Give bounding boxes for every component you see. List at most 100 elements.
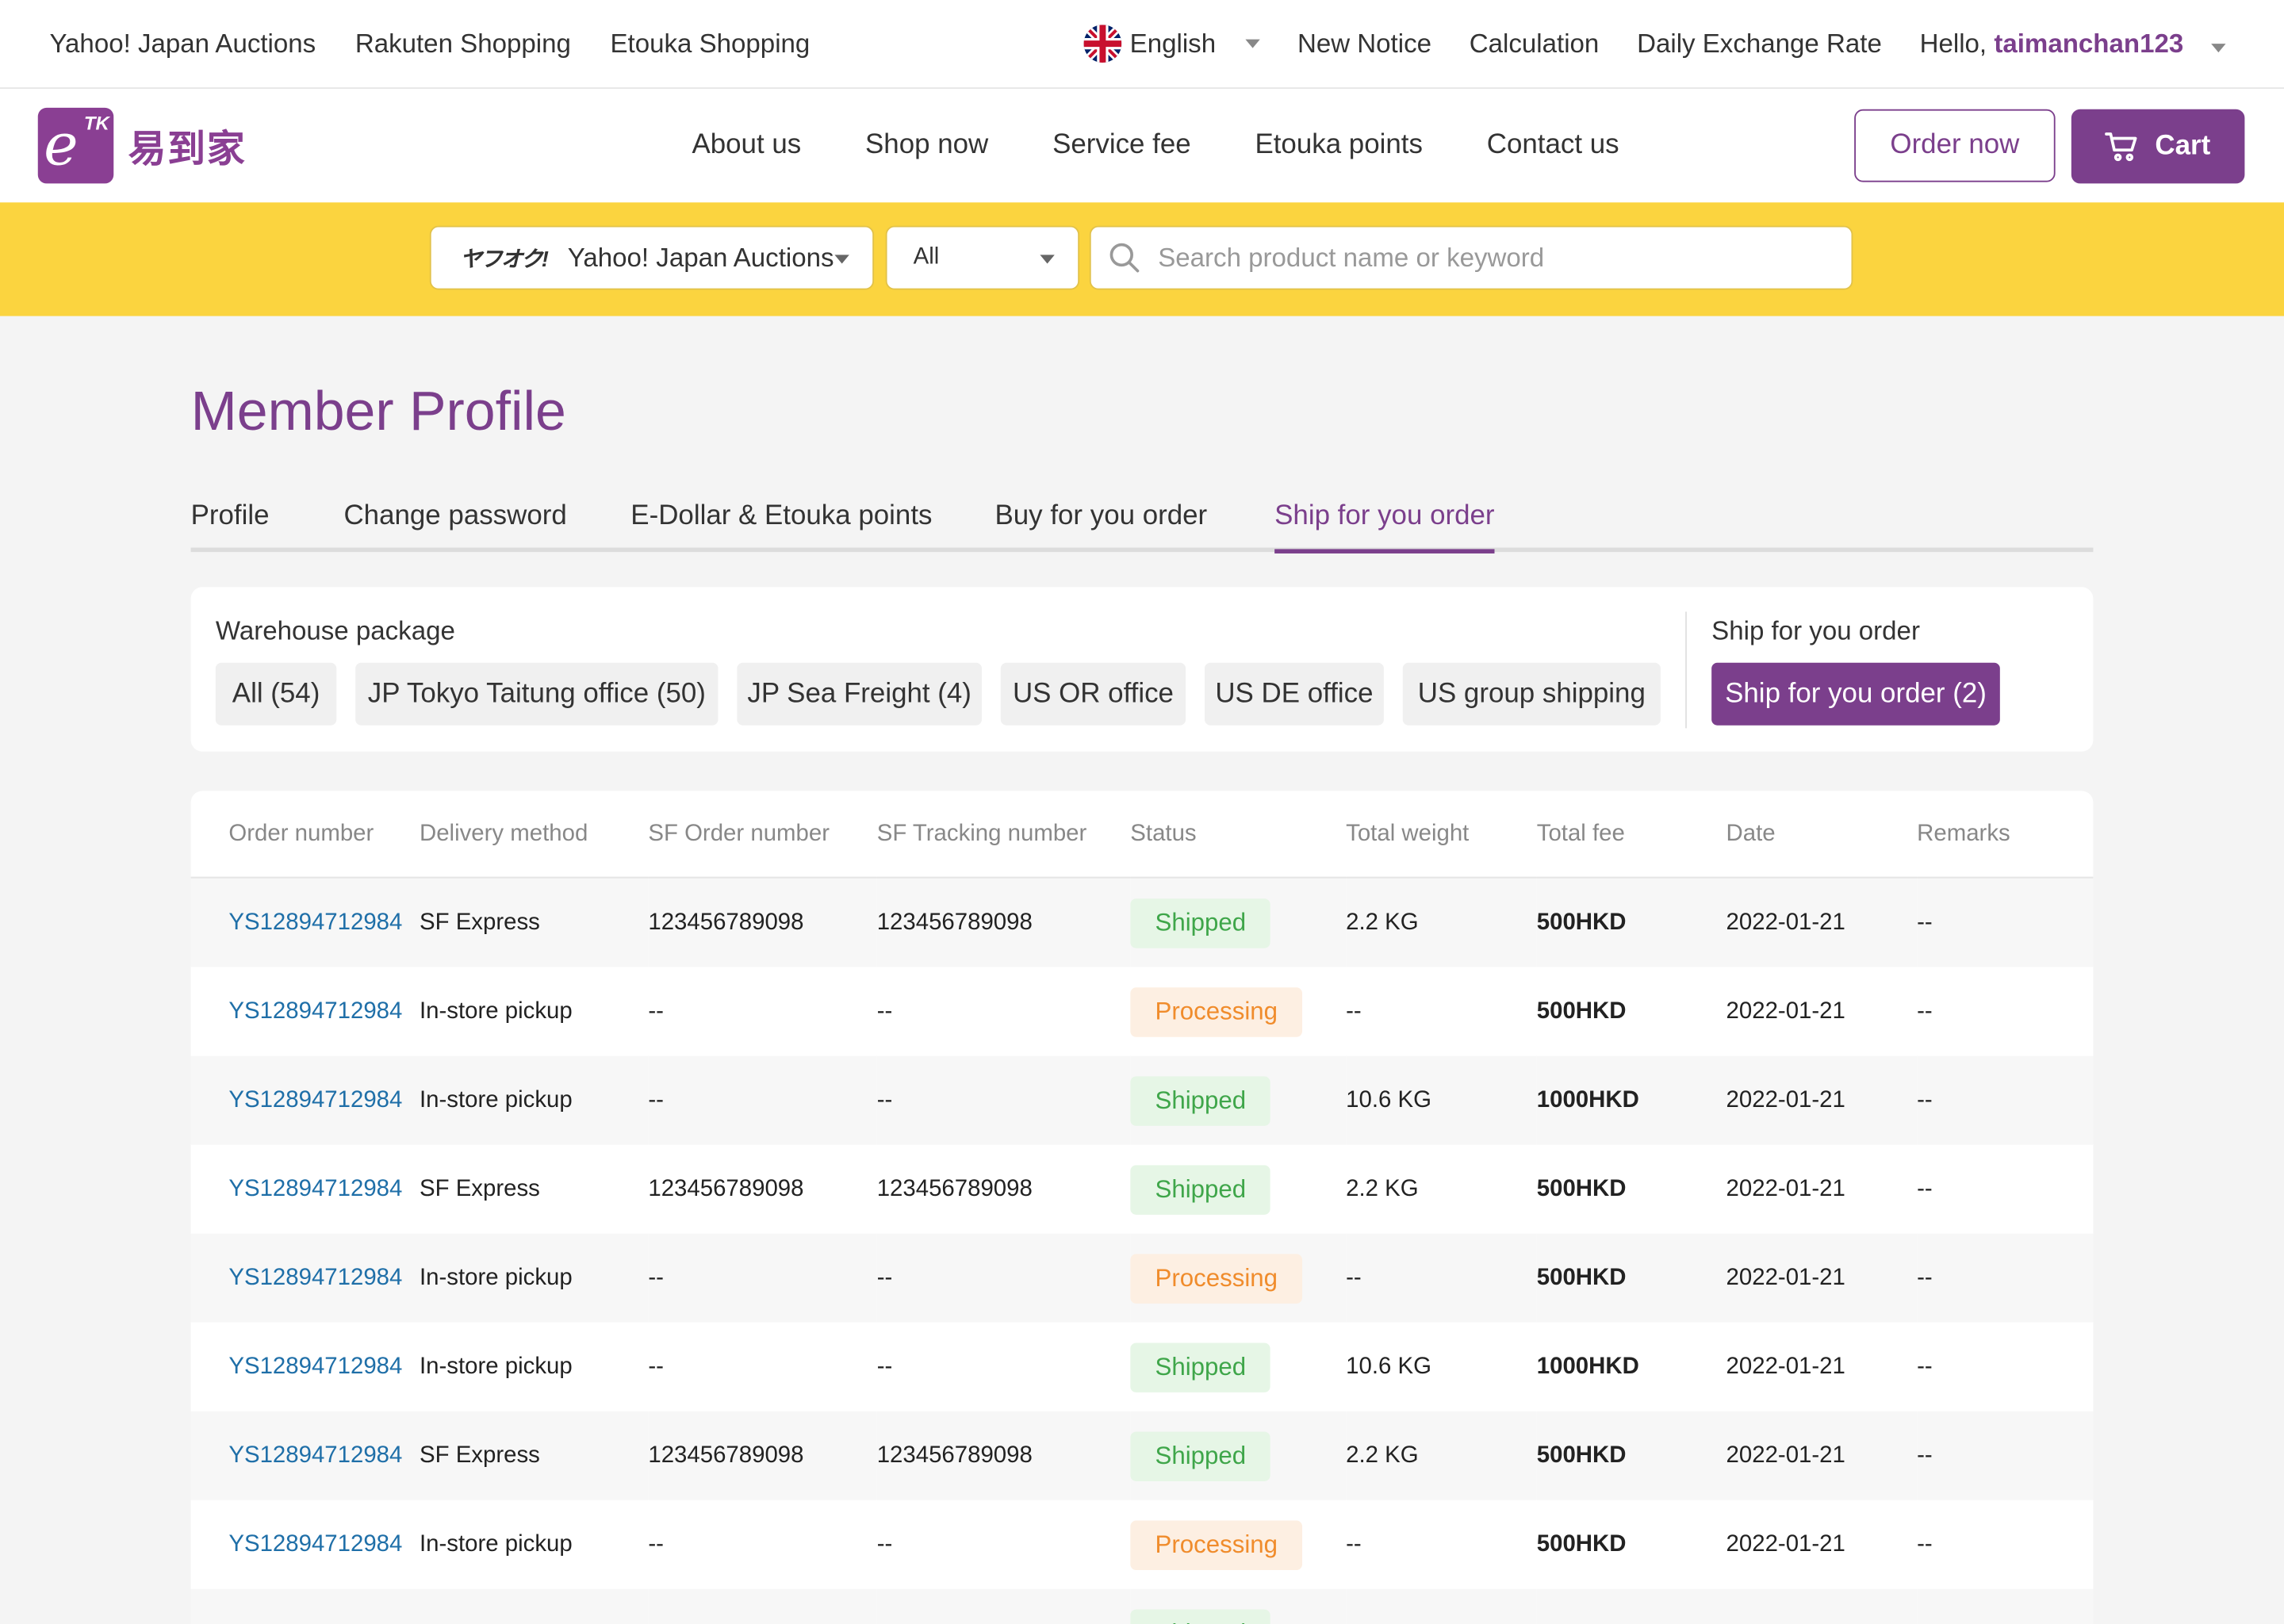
order-number-link[interactable]: YS12894712984 [228, 998, 403, 1024]
chip-us-or[interactable]: US OR office [1000, 662, 1186, 726]
search-box[interactable] [1089, 225, 1853, 290]
table-row[interactable]: YS12894712984 In-store pickup -- -- Shipped 1… [190, 1322, 2094, 1411]
user-menu[interactable]: Hello, taimanchan123 [1920, 29, 2226, 59]
etouka-logo[interactable]: e TK 易到家 [37, 107, 247, 184]
cell-sf-order-number: -- [648, 1500, 877, 1589]
order-number-link[interactable]: YS12894712984 [228, 1531, 403, 1557]
table-row[interactable]: YS12894712984 In-store pickup -- -- Shipped 1… [190, 1055, 2094, 1145]
status-badge: Shipped [1130, 1075, 1271, 1125]
cell-status: Processing [1130, 1233, 1347, 1323]
col-delivery-method: Delivery method [419, 791, 649, 879]
logo-mark: e TK [37, 107, 114, 184]
tab-buy-for-you-order[interactable]: Buy for you order [994, 500, 1208, 532]
cell-delivery-method [419, 1588, 649, 1624]
sf-tracking-number-value: -- [876, 998, 893, 1024]
cell-total-weight: -- [1346, 1233, 1537, 1323]
cell-total-fee: 500HKD [1536, 1144, 1726, 1234]
table-row[interactable]: YS12894712984 SF Express 123456789098 12345… [190, 1411, 2094, 1500]
orders-table-card: Order number Delivery method SF Order nu… [190, 791, 2094, 1624]
delivery-method-value: SF Express [419, 1176, 540, 1201]
top-link-exchange-rate[interactable]: Daily Exchange Rate [1637, 28, 1882, 58]
tab-edollar-points[interactable]: E-Dollar & Etouka points [630, 500, 933, 532]
top-link-etouka[interactable]: Etouka Shopping [610, 28, 811, 58]
total-fee-value: 500HKD [1536, 1442, 1627, 1468]
sf-order-number-value: 123456789098 [648, 1176, 804, 1201]
order-number-link[interactable]: YS12894712984 [228, 910, 403, 935]
chip-all[interactable]: All (54) [215, 662, 337, 726]
chip-us-group[interactable]: US group shipping [1402, 662, 1661, 726]
cell-status: Shipped [1130, 1144, 1347, 1234]
cell-remarks: -- [1917, 1144, 2094, 1234]
cell-sf-order-number: 123456789098 [648, 1411, 877, 1500]
nav-service-fee[interactable]: Service fee [1052, 129, 1191, 161]
table-row[interactable]: Shipped [190, 1588, 2094, 1624]
filter-divider [1685, 611, 1687, 729]
status-badge: Shipped [1130, 1431, 1271, 1481]
top-link-new-notice[interactable]: New Notice [1297, 28, 1431, 58]
tab-profile[interactable]: Profile [190, 500, 270, 532]
table-row[interactable]: YS12894712984 In-store pickup -- -- Processi… [190, 1233, 2094, 1323]
nav-shop-now[interactable]: Shop now [865, 129, 989, 161]
nav-etouka-points[interactable]: Etouka points [1255, 129, 1423, 161]
total-weight-value: -- [1346, 1265, 1362, 1290]
order-number-link[interactable]: YS12894712984 [228, 1087, 403, 1113]
total-fee-value: 1000HKD [1536, 1354, 1639, 1379]
chip-jp-sea-freight[interactable]: JP Sea Freight (4) [737, 662, 982, 726]
cell-order-number: YS12894712984 [190, 1055, 420, 1145]
remarks-value: -- [1917, 1265, 1933, 1290]
cell-sf-tracking-number: -- [876, 1322, 1131, 1411]
status-badge: Shipped [1130, 898, 1271, 948]
cell-order-number: YS12894712984 [190, 1322, 420, 1411]
cell-total-weight: -- [1346, 967, 1537, 1056]
main-nav: About us Shop now Service fee Etouka poi… [692, 89, 1619, 202]
cell-sf-tracking-number [876, 1588, 1131, 1624]
cell-order-number: YS12894712984 [190, 877, 420, 967]
top-link-rakuten[interactable]: Rakuten Shopping [354, 28, 571, 58]
date-value: 2022-01-21 [1726, 910, 1845, 935]
table-row[interactable]: YS12894712984 SF Express 123456789098 12345… [190, 1144, 2094, 1234]
search-input[interactable] [1155, 240, 1817, 275]
tab-change-password[interactable]: Change password [343, 500, 567, 532]
table-row[interactable]: YS12894712984 In-store pickup -- -- Processi… [190, 967, 2094, 1056]
cell-order-number: YS12894712984 [190, 1411, 420, 1500]
orders-table: Order number Delivery method SF Order nu… [190, 791, 2094, 1624]
top-bar-right: English New Notice Calculation Daily Exc… [1083, 0, 2226, 87]
nav-about-us[interactable]: About us [692, 129, 802, 161]
category-select-value: All [913, 244, 940, 270]
delivery-method-value: In-store pickup [419, 1354, 573, 1379]
order-number-link[interactable]: YS12894712984 [228, 1442, 403, 1468]
date-value: 2022-01-21 [1726, 1531, 1845, 1557]
total-fee-value: 500HKD [1536, 1265, 1627, 1290]
cell-order-number [190, 1588, 420, 1624]
table-row[interactable]: YS12894712984 SF Express 123456789098 12345… [190, 877, 2094, 967]
chip-us-de[interactable]: US DE office [1204, 662, 1384, 726]
tab-ship-for-you-order[interactable]: Ship for you order [1274, 501, 1495, 553]
sf-order-number-value: -- [648, 1265, 664, 1290]
site-select-value: Yahoo! Japan Auctions [567, 242, 834, 272]
remarks-value: -- [1917, 1176, 1933, 1201]
delivery-method-value: In-store pickup [419, 1265, 573, 1290]
table-row[interactable]: YS12894712984 In-store pickup -- -- Processi… [190, 1500, 2094, 1589]
order-number-link[interactable]: YS12894712984 [228, 1265, 403, 1290]
site-select[interactable]: ヤフオク! Yahoo! Japan Auctions [429, 225, 875, 290]
chip-jp-tokyo[interactable]: JP Tokyo Taitung office (50) [355, 662, 719, 726]
order-now-button[interactable]: Order now [1854, 109, 2056, 182]
cell-delivery-method: In-store pickup [419, 1500, 649, 1589]
top-link-yahoo[interactable]: Yahoo! Japan Auctions [49, 28, 316, 58]
order-number-link[interactable]: YS12894712984 [228, 1354, 403, 1379]
chip-ship-for-you-order[interactable]: Ship for you order (2) [1711, 662, 2000, 726]
top-link-calculation[interactable]: Calculation [1469, 28, 1600, 58]
status-badge: Shipped [1130, 1342, 1271, 1392]
top-bar-left-links: Yahoo! Japan Auctions Rakuten Shopping E… [49, 0, 810, 87]
category-select[interactable]: All [885, 225, 1080, 290]
nav-contact-us[interactable]: Contact us [1486, 129, 1619, 161]
cart-button[interactable]: Cart [2071, 109, 2245, 184]
total-weight-value: -- [1346, 1531, 1362, 1557]
profile-tabs: Profile Change password E-Dollar & Etouk… [190, 489, 2094, 553]
language-selector[interactable]: English [1083, 25, 1260, 63]
order-number-link[interactable]: YS12894712984 [228, 1176, 403, 1201]
col-order-number: Order number [190, 791, 420, 879]
col-total-weight: Total weight [1346, 791, 1537, 879]
total-weight-value: 10.6 KG [1346, 1354, 1431, 1379]
chevron-down-icon [1244, 39, 1260, 48]
